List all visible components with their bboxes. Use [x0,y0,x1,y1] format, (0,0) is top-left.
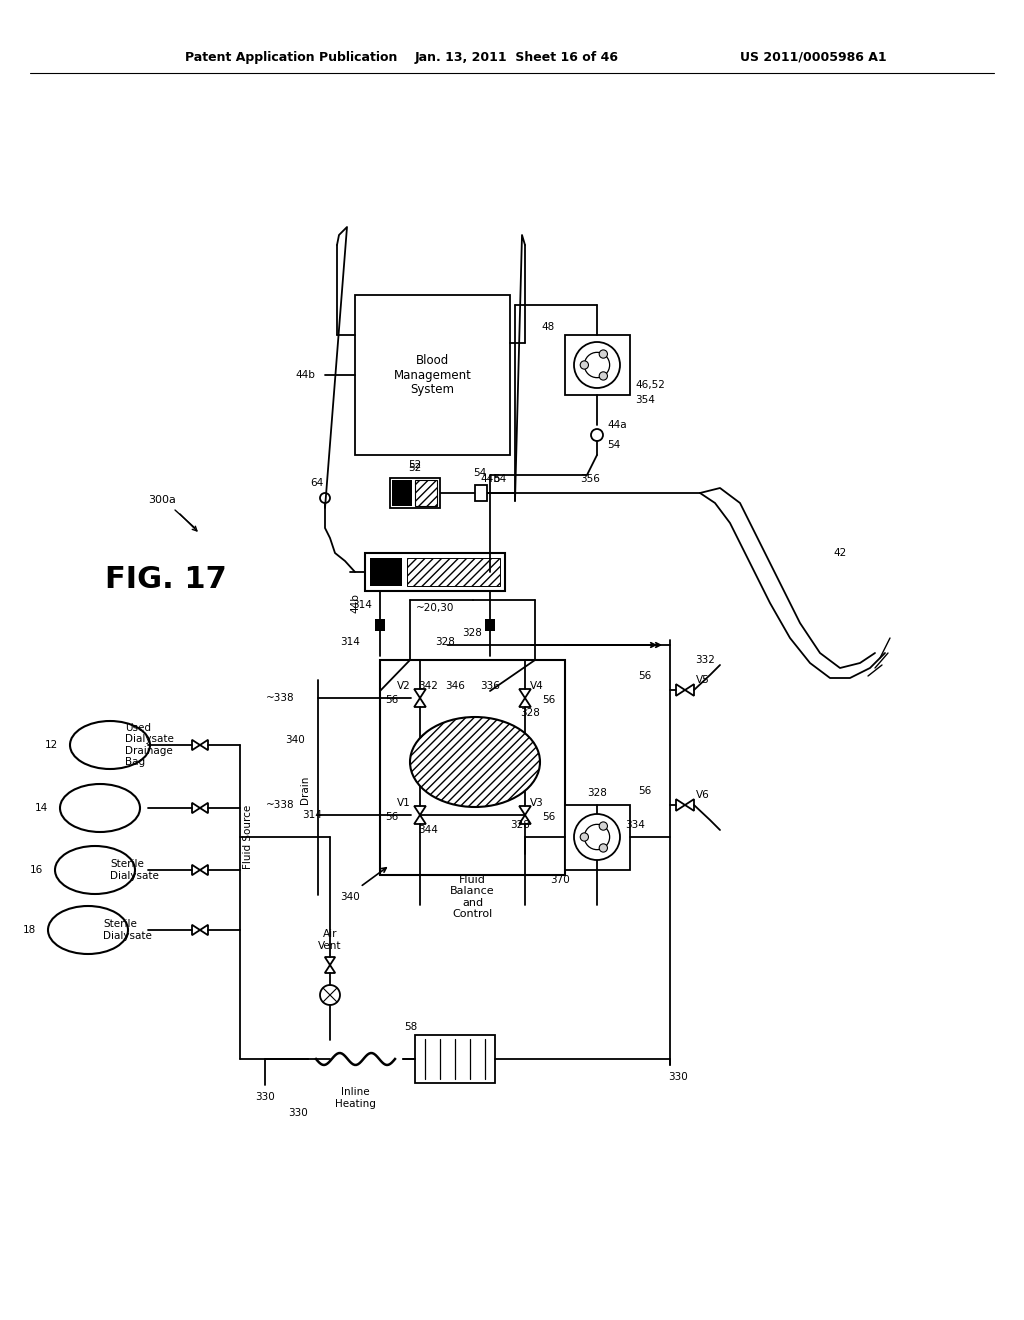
Ellipse shape [410,717,540,807]
Bar [565,805,630,870]
Text: 12: 12 [45,741,58,750]
Text: Drain: Drain [300,776,310,804]
Bar [485,619,495,631]
Bar [475,484,487,502]
Text: Patent Application Publication: Patent Application Publication [185,50,397,63]
Text: 328: 328 [510,820,530,830]
Circle shape [599,350,607,358]
Text: 344: 344 [418,825,438,836]
Text: 58: 58 [404,1022,418,1032]
Bar [565,335,630,395]
Text: 54: 54 [494,474,507,484]
Text: 328: 328 [463,628,482,638]
Text: 46,52: 46,52 [635,380,665,389]
Text: 354: 354 [635,395,655,405]
Bar [392,480,412,506]
Text: 56: 56 [543,696,556,705]
Text: V2: V2 [397,681,411,690]
Text: 334: 334 [625,820,645,830]
Text: Fluid Source: Fluid Source [243,805,253,869]
Text: 314: 314 [302,810,322,820]
Text: ~20,30: ~20,30 [416,603,455,612]
Text: ~338: ~338 [265,800,294,810]
Circle shape [574,342,620,388]
Bar [415,480,437,506]
Text: 16: 16 [30,865,43,875]
Text: ~338: ~338 [265,693,294,704]
Text: 56: 56 [638,785,651,796]
Text: 56: 56 [638,671,651,681]
Text: 44a: 44a [607,420,627,430]
Circle shape [574,814,620,861]
Text: 64: 64 [310,478,324,488]
Text: 370: 370 [550,875,570,884]
Bar [380,660,565,875]
Text: US 2011/0005986 A1: US 2011/0005986 A1 [740,50,887,63]
Text: Sterile
Dialysate: Sterile Dialysate [103,919,152,941]
Text: 300a: 300a [148,495,176,506]
Text: V6: V6 [696,789,710,800]
Text: FIG. 17: FIG. 17 [105,565,226,594]
Text: 48: 48 [542,322,555,333]
Text: 346: 346 [445,681,465,690]
Circle shape [599,822,607,830]
Text: Inline
Heating: Inline Heating [335,1088,376,1109]
Text: 56: 56 [385,812,398,822]
Text: 52: 52 [409,459,422,470]
Text: 314: 314 [352,601,372,610]
Circle shape [599,843,607,853]
Text: 328: 328 [520,708,540,718]
Text: 330: 330 [668,1072,688,1082]
Bar [375,619,385,631]
Text: 330: 330 [288,1107,308,1118]
Bar [390,478,440,508]
Text: 314: 314 [340,638,360,647]
Text: 56: 56 [385,696,398,705]
Text: V3: V3 [530,799,544,808]
Text: 42: 42 [834,548,847,558]
Text: 54: 54 [473,469,486,478]
Text: 52: 52 [409,463,422,473]
Text: 342: 342 [418,681,438,690]
Bar [370,558,402,586]
Text: 44b: 44b [295,370,315,380]
Text: Jan. 13, 2011  Sheet 16 of 46: Jan. 13, 2011 Sheet 16 of 46 [415,50,618,63]
Text: 328: 328 [435,638,455,647]
Bar [415,1035,495,1082]
Bar [407,558,500,586]
Text: Used
Dialysate
Drainage
Bag: Used Dialysate Drainage Bag [125,722,174,767]
Text: 44b: 44b [350,593,360,612]
Text: 340: 340 [286,735,305,744]
Circle shape [581,833,589,841]
Circle shape [599,372,607,380]
Text: 330: 330 [255,1092,274,1102]
Text: 54: 54 [607,440,621,450]
Bar [355,294,510,455]
Text: V4: V4 [530,681,544,690]
Text: 336: 336 [480,681,500,690]
Text: V5: V5 [696,675,710,685]
Text: 56: 56 [543,812,556,822]
Text: 14: 14 [35,803,48,813]
Text: 328: 328 [588,788,607,799]
Text: 332: 332 [695,655,715,665]
Text: 18: 18 [23,925,36,935]
Bar [365,553,505,591]
Text: Fluid
Balance
and
Control: Fluid Balance and Control [451,875,495,920]
Text: 356: 356 [580,474,600,484]
Text: 44b: 44b [480,474,500,484]
Text: Blood
Management
System: Blood Management System [393,354,471,396]
Text: Air
Vent: Air Vent [318,929,342,950]
Circle shape [581,360,589,370]
Text: Sterile
Dialysate: Sterile Dialysate [110,859,159,880]
Text: 340: 340 [340,892,359,902]
Text: V1: V1 [397,799,411,808]
